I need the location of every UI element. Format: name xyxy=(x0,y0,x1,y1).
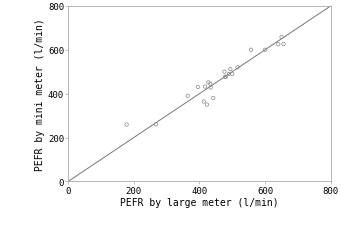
Point xyxy=(153,123,159,127)
Point xyxy=(210,97,216,100)
Point xyxy=(124,123,129,127)
Point xyxy=(222,76,228,79)
Point xyxy=(281,43,286,47)
Point xyxy=(206,81,211,85)
Point xyxy=(279,36,284,40)
Y-axis label: PEFR by mini meter (l/min): PEFR by mini meter (l/min) xyxy=(35,18,45,170)
Point xyxy=(202,85,208,89)
Point xyxy=(276,43,281,47)
X-axis label: PEFR by large meter (l/min): PEFR by large meter (l/min) xyxy=(120,197,279,207)
Point xyxy=(223,76,228,79)
Point xyxy=(227,68,233,72)
Point xyxy=(222,71,227,74)
Point xyxy=(208,86,213,90)
Point xyxy=(226,73,232,76)
Point xyxy=(201,100,207,104)
Point xyxy=(263,49,268,52)
Point xyxy=(195,86,201,89)
Point xyxy=(185,95,190,98)
Point xyxy=(229,73,235,76)
Point xyxy=(235,66,240,70)
Point xyxy=(248,49,254,52)
Point xyxy=(208,83,213,86)
Point xyxy=(204,103,210,107)
